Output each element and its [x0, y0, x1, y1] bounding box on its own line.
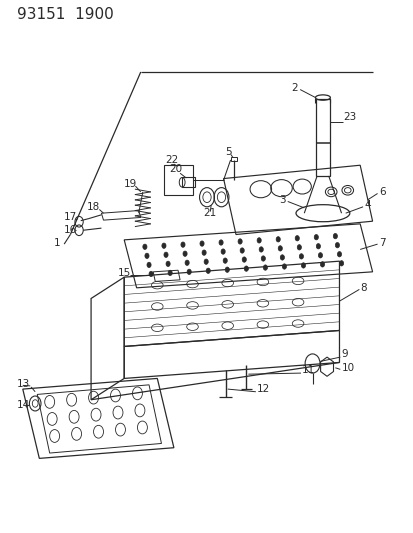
Circle shape: [185, 260, 189, 265]
Text: 7: 7: [378, 238, 385, 247]
Circle shape: [301, 263, 305, 268]
Text: 16: 16: [64, 225, 77, 235]
Text: 22: 22: [165, 155, 178, 165]
Circle shape: [263, 265, 267, 270]
Text: 20: 20: [169, 164, 182, 174]
Circle shape: [142, 244, 147, 249]
Circle shape: [223, 258, 227, 263]
Circle shape: [278, 246, 282, 251]
Circle shape: [221, 249, 225, 254]
Circle shape: [204, 259, 208, 264]
Circle shape: [161, 243, 166, 248]
Circle shape: [294, 236, 299, 241]
Circle shape: [164, 252, 168, 257]
Circle shape: [237, 239, 242, 244]
Circle shape: [202, 250, 206, 255]
Circle shape: [337, 252, 341, 257]
Circle shape: [275, 237, 280, 242]
Text: 13: 13: [17, 379, 30, 389]
Text: 21: 21: [202, 208, 216, 218]
Circle shape: [199, 241, 204, 246]
Text: 18: 18: [87, 202, 100, 212]
Circle shape: [242, 257, 246, 262]
Circle shape: [299, 254, 303, 259]
Circle shape: [183, 251, 187, 256]
Text: 6: 6: [378, 187, 385, 197]
Bar: [163, 165, 193, 195]
Circle shape: [244, 266, 248, 271]
Circle shape: [332, 233, 337, 239]
Circle shape: [218, 240, 223, 245]
Text: 17: 17: [64, 212, 77, 222]
Text: 14: 14: [17, 400, 30, 410]
Circle shape: [168, 270, 172, 276]
Text: 9: 9: [341, 350, 347, 359]
Text: 10: 10: [341, 363, 354, 373]
Bar: [182, 177, 194, 187]
Bar: [230, 157, 236, 161]
Circle shape: [187, 269, 191, 274]
Circle shape: [297, 245, 301, 250]
Circle shape: [320, 262, 324, 267]
Circle shape: [166, 261, 170, 266]
Text: 23: 23: [343, 112, 356, 122]
Circle shape: [282, 264, 286, 269]
Text: 3: 3: [278, 195, 285, 205]
Circle shape: [318, 253, 322, 258]
Circle shape: [313, 235, 318, 240]
Circle shape: [147, 262, 151, 268]
Text: 19: 19: [124, 179, 137, 189]
Text: 8: 8: [359, 283, 366, 293]
Circle shape: [225, 267, 229, 272]
Circle shape: [339, 261, 343, 266]
Text: 12: 12: [256, 384, 269, 394]
Circle shape: [261, 256, 265, 261]
Circle shape: [206, 268, 210, 273]
Text: 2: 2: [291, 83, 297, 93]
Circle shape: [180, 242, 185, 247]
Text: 5: 5: [225, 147, 232, 157]
Circle shape: [149, 271, 153, 277]
Bar: [316, 99, 329, 176]
Circle shape: [259, 247, 263, 252]
Circle shape: [335, 243, 339, 248]
Text: 93151  1900: 93151 1900: [17, 7, 113, 22]
Text: 15: 15: [118, 268, 131, 278]
Circle shape: [240, 248, 244, 253]
Text: 1: 1: [54, 238, 60, 247]
Text: 4: 4: [363, 200, 370, 210]
Circle shape: [256, 238, 261, 243]
Circle shape: [316, 244, 320, 249]
Circle shape: [280, 255, 284, 260]
Text: 11: 11: [301, 366, 315, 375]
Circle shape: [145, 253, 149, 259]
